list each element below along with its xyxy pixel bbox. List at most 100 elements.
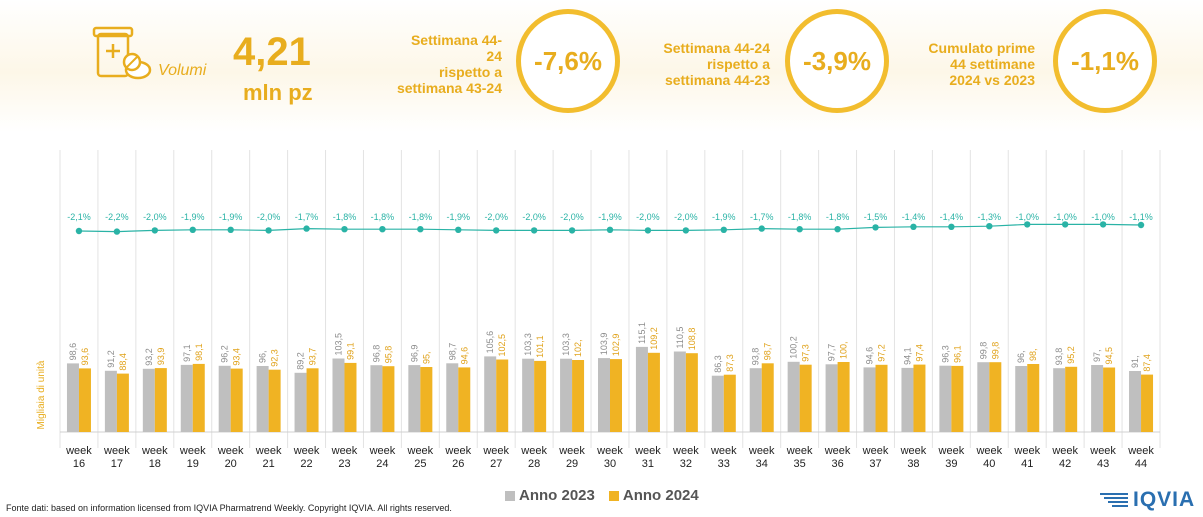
- kpi-1-circle: -7,6%: [516, 9, 620, 113]
- bar-2024: [572, 360, 585, 432]
- bar-2023: [1015, 366, 1028, 432]
- x-tick-label: week 39: [938, 445, 965, 470]
- volumi-value: 4,21: [233, 30, 311, 74]
- bar-2023: [522, 358, 535, 432]
- bar-value-label: 94,5: [1104, 347, 1114, 365]
- volumi-unit: mln pz: [243, 80, 313, 105]
- bar-value-label: 95,2: [1066, 346, 1076, 364]
- legend-label-2023: Anno 2023: [519, 487, 595, 504]
- bar-2023: [484, 356, 497, 432]
- cumulative-point: [1099, 221, 1107, 228]
- bar-2024: [344, 362, 357, 432]
- cumulative-point: [265, 227, 272, 234]
- cumulative-label: -1,9%: [712, 212, 736, 222]
- cumulative-point: [341, 226, 348, 233]
- cumulative-point: [872, 224, 879, 231]
- bar-2024: [534, 360, 547, 432]
- x-tick-label: week 38: [900, 445, 927, 470]
- x-tick-label: week 43: [1089, 445, 1116, 470]
- cumulative-label: -2,0%: [560, 212, 584, 222]
- kpi-2-label: Settimana 44-24 rispetto a settimana 44-…: [663, 40, 770, 88]
- x-tick-label: week 41: [1013, 445, 1040, 470]
- bar-value-label: 98,7: [447, 343, 457, 361]
- x-tick-label: week 36: [824, 445, 851, 470]
- x-tick-label: week 28: [520, 445, 547, 470]
- y-axis-label: Migliaia di unità: [36, 360, 47, 429]
- cumulative-label: -1,9%: [181, 212, 205, 222]
- bar-value-label: 115,1: [637, 322, 647, 344]
- bar-value-label: 109,2: [649, 327, 659, 350]
- bar-value-label: 93,9: [156, 348, 166, 366]
- cumulative-label: -1,3%: [978, 212, 1002, 222]
- cumulative-label: -1,9%: [447, 212, 471, 222]
- bar-2023: [749, 368, 762, 432]
- bar-value-label: 97,3: [801, 344, 811, 362]
- bar-value-label: 110,5: [675, 327, 685, 349]
- cumulative-point: [948, 223, 955, 230]
- bar-value-label: 87,4: [1142, 354, 1152, 372]
- bar-2023: [294, 372, 307, 432]
- bar-value-label: 98,: [1028, 348, 1038, 361]
- bar-value-label: 97,: [1092, 349, 1102, 362]
- bar-value-label: 99,1: [345, 342, 355, 360]
- bar-2024: [723, 374, 736, 432]
- cumulative-point: [910, 223, 917, 230]
- chart-legend: Anno 2023 Anno 2024: [505, 487, 699, 504]
- cumulative-label: -1,8%: [788, 212, 812, 222]
- bar-2024: [761, 363, 774, 432]
- bar-value-label: 91,2: [106, 350, 116, 368]
- bar-value-label: 93,6: [80, 348, 90, 366]
- bar-2024: [496, 359, 509, 432]
- bar-value-label: 103,3: [523, 333, 533, 356]
- cumulative-label: -1,7%: [750, 212, 774, 222]
- cumulative-label: -1,8%: [409, 212, 433, 222]
- x-tick-label: week 35: [786, 445, 813, 470]
- x-tick-label: week 19: [179, 445, 206, 470]
- bar-2023: [142, 368, 155, 432]
- bar-value-label: 93,8: [1054, 348, 1064, 366]
- x-tick-label: week 20: [217, 445, 244, 470]
- x-tick-label: week 34: [748, 445, 775, 470]
- bar-2024: [268, 369, 281, 432]
- bar-2024: [1141, 374, 1154, 432]
- bar-value-label: 97,2: [877, 344, 887, 362]
- bar-2023: [180, 364, 193, 432]
- bar-2023: [104, 370, 117, 432]
- bar-value-label: 98,6: [68, 343, 78, 361]
- cumulative-point: [75, 227, 83, 235]
- cumulative-point: [986, 223, 993, 230]
- bar-value-label: 96,2: [220, 345, 230, 363]
- bar-value-label: 92,3: [270, 349, 280, 367]
- cumulative-label: -1,4%: [902, 212, 926, 222]
- cumulative-label: -2,0%: [674, 212, 698, 222]
- cumulative-label: -2,0%: [257, 212, 281, 222]
- bar-2023: [1129, 371, 1142, 432]
- cumulative-point: [417, 226, 424, 233]
- x-tick-label: week 42: [1051, 445, 1078, 470]
- x-tick-label: week 33: [710, 445, 737, 470]
- kpi-2-value: -3,9%: [803, 45, 871, 76]
- cumulative-label: -1,9%: [598, 212, 622, 222]
- bar-value-label: 100,2: [789, 336, 799, 359]
- bar-2024: [1065, 366, 1078, 432]
- bar-value-label: 96,8: [371, 345, 381, 363]
- bar-value-label: 89,2: [296, 352, 306, 370]
- bar-value-label: 94,1: [902, 347, 912, 365]
- cumulative-label: -1,7%: [295, 212, 319, 222]
- x-tick-label: week 17: [103, 445, 130, 470]
- cumulative-point: [113, 228, 121, 235]
- bar-2024: [306, 368, 319, 432]
- bar-value-label: 86,3: [713, 355, 723, 373]
- bar-2023: [560, 358, 573, 432]
- bar-value-label: 88,4: [118, 353, 128, 371]
- bar-2024: [230, 368, 243, 432]
- cumulative-label: -1,5%: [864, 212, 888, 222]
- iqvia-logo: IQVIA: [1100, 488, 1195, 512]
- bar-value-label: 87,3: [725, 354, 735, 372]
- kpi-1-label: Settimana 44- 24 rispetto a settimana 43…: [396, 32, 502, 96]
- cumulative-label: -1,1%: [1129, 212, 1153, 222]
- bar-2024: [610, 359, 622, 432]
- cumulative-point: [796, 226, 803, 233]
- bar-value-label: 105,6: [485, 331, 495, 354]
- cumulative-point: [682, 227, 690, 234]
